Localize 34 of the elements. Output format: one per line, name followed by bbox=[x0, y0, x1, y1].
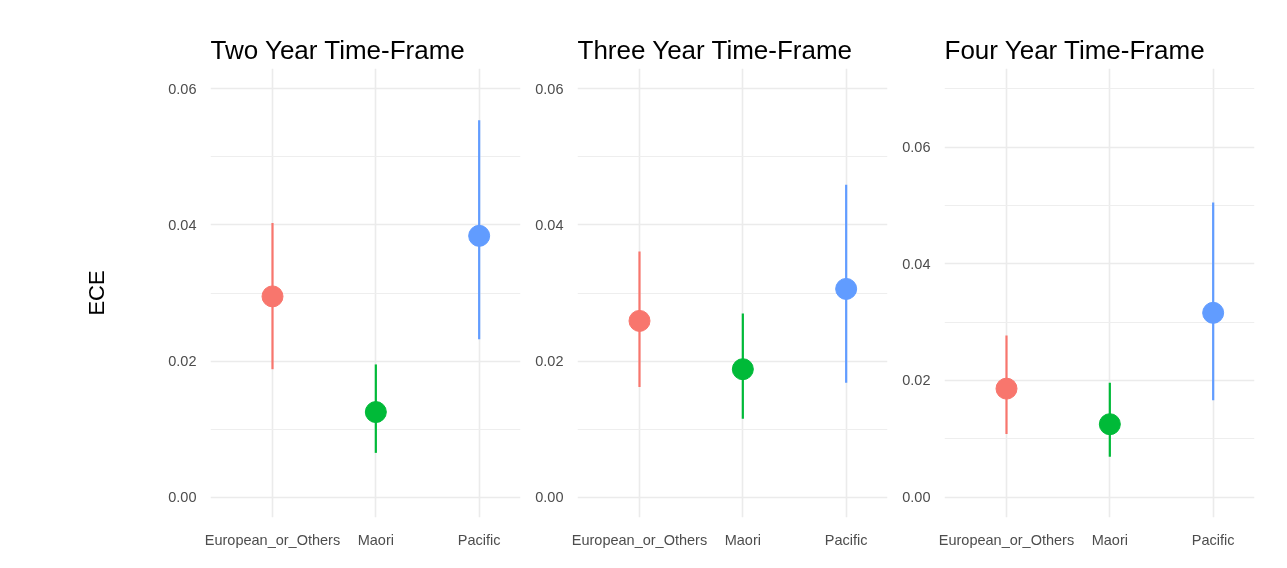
y-tick-label: 0.04 bbox=[535, 216, 564, 233]
chart-title: Four Year Time-Frame bbox=[944, 34, 1205, 65]
y-tick-label: 0.06 bbox=[535, 80, 564, 97]
y-tick-label: 0.00 bbox=[168, 489, 197, 506]
x-tick-label: Maori bbox=[1091, 531, 1128, 548]
point bbox=[628, 309, 651, 332]
x-tick-label: Pacific bbox=[457, 531, 501, 548]
y-axis-title: ECE bbox=[84, 270, 110, 316]
point bbox=[1098, 413, 1121, 436]
chart-title: Three Year Time-Frame bbox=[577, 34, 853, 65]
x-tick-label: Pacific bbox=[1191, 531, 1235, 548]
y-tick-label: 0.04 bbox=[168, 216, 197, 233]
y-tick-label: 0.00 bbox=[535, 489, 564, 506]
x-tick-label: Pacific bbox=[824, 531, 868, 548]
point bbox=[1202, 301, 1225, 324]
x-tick-label: European_or_Others bbox=[571, 531, 708, 548]
x-tick-label: Maori bbox=[724, 531, 761, 548]
point bbox=[731, 358, 754, 381]
point bbox=[468, 224, 491, 247]
y-tick-label: 0.06 bbox=[902, 139, 931, 156]
y-tick-label: 0.00 bbox=[902, 489, 931, 506]
x-tick-label: European_or_Others bbox=[204, 531, 341, 548]
x-tick-label: European_or_Others bbox=[938, 531, 1075, 548]
chart-title: Two Year Time-Frame bbox=[210, 34, 465, 65]
point bbox=[261, 285, 284, 308]
y-tick-label: 0.02 bbox=[168, 353, 197, 370]
point bbox=[995, 377, 1018, 400]
point bbox=[835, 277, 858, 300]
y-tick-label: 0.04 bbox=[902, 255, 931, 272]
y-tick-label: 0.02 bbox=[535, 353, 564, 370]
point bbox=[364, 401, 387, 424]
y-tick-label: 0.02 bbox=[902, 372, 931, 389]
y-tick-label: 0.06 bbox=[168, 80, 197, 97]
x-tick-label: Maori bbox=[357, 531, 394, 548]
